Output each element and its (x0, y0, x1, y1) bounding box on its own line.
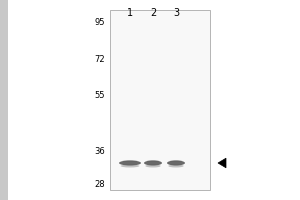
Text: 72: 72 (94, 55, 105, 64)
Text: 1: 1 (127, 8, 133, 18)
Text: 3: 3 (173, 8, 179, 18)
Bar (0, 0, 110, 200)
Text: 36: 36 (94, 147, 105, 156)
Ellipse shape (170, 160, 182, 162)
Ellipse shape (122, 160, 138, 162)
Polygon shape (218, 158, 226, 168)
Ellipse shape (119, 160, 141, 165)
Bar (0, 0, 8, 200)
Bar (110, 10, 210, 190)
Text: 2: 2 (150, 8, 156, 18)
Text: 28: 28 (94, 180, 105, 189)
Ellipse shape (145, 164, 161, 167)
Ellipse shape (121, 164, 140, 167)
Text: 95: 95 (94, 18, 105, 27)
Ellipse shape (168, 164, 184, 167)
Ellipse shape (147, 160, 159, 162)
Ellipse shape (167, 160, 185, 165)
Text: 55: 55 (94, 91, 105, 100)
Ellipse shape (144, 160, 162, 165)
